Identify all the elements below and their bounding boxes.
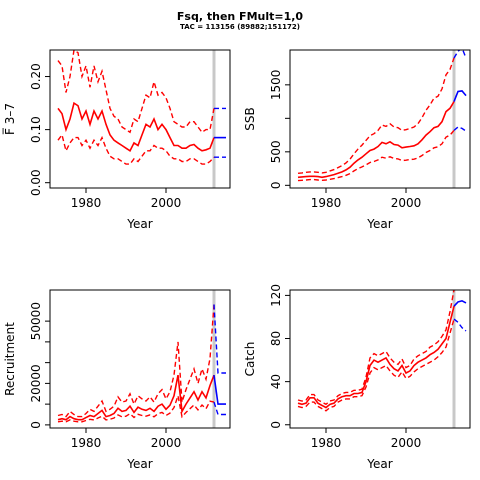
- hist-upper-line: [57, 304, 215, 418]
- proj-mid-line: [213, 374, 226, 405]
- x-tick-label: 1980: [71, 436, 102, 450]
- hist-lower-line: [57, 393, 215, 423]
- y-tick-label: 1500: [269, 70, 283, 101]
- plot-frame: [49, 49, 231, 189]
- chart-subtitle: TAC = 113156 (89882;151172): [180, 23, 300, 31]
- plot-frame: [49, 289, 231, 429]
- hist-upper-line: [57, 50, 215, 134]
- x-axis-label: Year: [366, 457, 392, 471]
- chart-title: Fsq, then FMult=1,0: [176, 10, 304, 23]
- y-tick-label: 0: [269, 182, 283, 190]
- y-axis-label: SSB: [243, 107, 257, 130]
- y-tick-label: 40: [269, 374, 283, 389]
- y-tick-label: 500: [269, 140, 283, 163]
- hist-mid-line: [297, 101, 455, 179]
- proj-upper-line: [213, 304, 226, 374]
- x-tick-label: 2000: [151, 196, 182, 210]
- x-tick-label: 2000: [391, 196, 422, 210]
- proj-mid-line: [453, 90, 467, 102]
- proj-upper-line: [454, 290, 455, 291]
- x-tick-label: 1980: [311, 436, 342, 450]
- proj-mid-line: [453, 299, 467, 307]
- y-tick-label: 0: [29, 421, 43, 429]
- y-tick-label: 120: [269, 284, 283, 307]
- y-axis-label: F̅ 3–7: [2, 103, 17, 135]
- y-tick-label: 0: [269, 421, 283, 429]
- y-tick-label: 20000: [29, 364, 43, 402]
- hist-lower-line: [57, 133, 215, 165]
- y-tick-label: 80: [269, 331, 283, 346]
- x-tick-label: 2000: [391, 436, 422, 450]
- proj-lower-line: [453, 126, 467, 132]
- y-tick-label: 0.20: [29, 63, 43, 90]
- proj-lower-line: [213, 401, 226, 416]
- y-tick-label: 0.10: [29, 116, 43, 143]
- hist-mid-line: [57, 374, 215, 421]
- panel-ssb: 1980 2000 0 500 1500 Year SSB: [243, 49, 471, 231]
- proj-lower-line: [453, 318, 467, 332]
- hist-mid-line: [57, 101, 215, 152]
- plot-frame: [289, 49, 471, 189]
- proj-upper-line: [453, 50, 467, 59]
- x-tick-label: 1980: [71, 196, 102, 210]
- y-axis-label: Recruitment: [3, 322, 17, 396]
- panel-f: 1980 2000 0.00 0.10 0.20 Year F̅ 3–7: [2, 49, 231, 231]
- x-tick-label: 1980: [311, 196, 342, 210]
- x-axis-label: Year: [126, 457, 152, 471]
- y-axis-label: Catch: [243, 342, 257, 377]
- y-tick-label: 50000: [29, 302, 43, 340]
- plot-frame: [289, 289, 471, 429]
- panel-catch: 1980 2000 0 40 80 120 Year Catch: [243, 284, 471, 471]
- y-tick-label: 0.00: [29, 169, 43, 196]
- hist-lower-line: [297, 318, 455, 412]
- hist-mid-line: [297, 306, 455, 409]
- x-tick-label: 2000: [151, 436, 182, 450]
- hist-lower-line: [297, 129, 455, 182]
- x-axis-label: Year: [126, 217, 152, 231]
- x-axis-label: Year: [366, 217, 392, 231]
- hist-upper-line: [297, 290, 455, 406]
- hist-upper-line: [297, 57, 455, 174]
